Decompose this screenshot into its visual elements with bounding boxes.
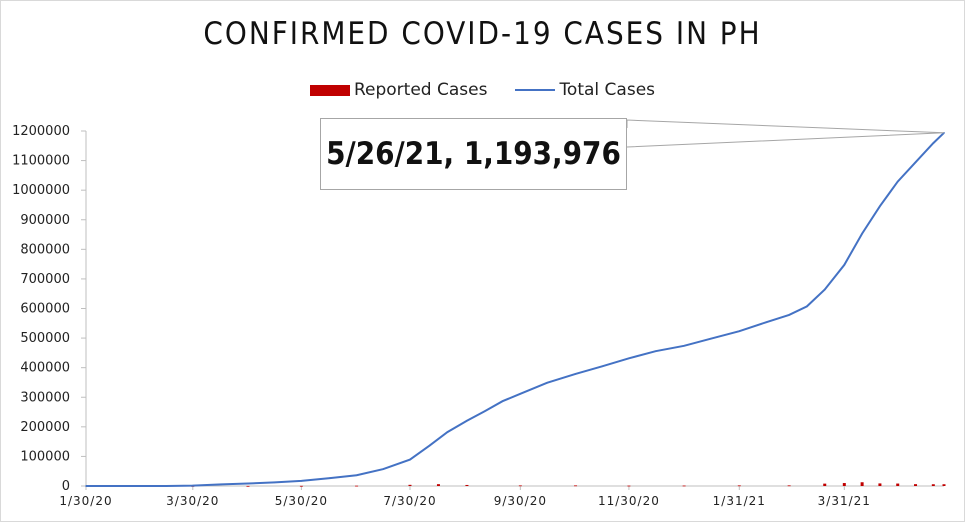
- total-cases-line: [86, 132, 945, 487]
- total-cases-point: [932, 142, 935, 144]
- total-cases-point: [165, 485, 167, 487]
- y-tick-label: 900000: [20, 213, 70, 228]
- total-cases-points: [85, 131, 945, 487]
- x-tick-label: 1/31/21: [713, 494, 766, 508]
- total-cases-point: [355, 474, 358, 477]
- total-cases-point: [806, 305, 808, 308]
- y-tick-label: 100000: [20, 449, 70, 464]
- y-tick-label: 1200000: [12, 124, 70, 139]
- total-cases-point: [601, 365, 604, 368]
- legend-label-reported: Reported Cases: [353, 80, 488, 100]
- total-cases-point: [710, 337, 712, 340]
- y-tick-label: 500000: [20, 331, 70, 346]
- total-cases-point: [823, 288, 826, 291]
- legend-label-total: Total Cases: [559, 80, 656, 100]
- total-cases-point: [628, 357, 630, 360]
- total-cases-point: [466, 419, 468, 422]
- reported-cases-bar: [896, 483, 900, 486]
- reported-cases-bar: [682, 485, 686, 487]
- total-cases-point: [574, 373, 577, 375]
- x-tick-label: 3/31/21: [818, 494, 871, 508]
- total-cases-point: [519, 392, 522, 395]
- total-cases-point: [654, 350, 657, 353]
- legend-swatch-total: [515, 89, 556, 91]
- x-tick-label: 7/30/20: [383, 494, 436, 508]
- total-cases-point: [85, 485, 87, 487]
- data-callout-label: 5/26/21, 1,193,976: [320, 118, 627, 190]
- total-cases-point: [501, 400, 504, 402]
- total-cases-point: [483, 410, 486, 412]
- total-cases-point: [300, 480, 303, 482]
- total-cases-point: [428, 444, 431, 447]
- reported-cases-bar: [942, 484, 946, 486]
- callout-leader-line: [626, 119, 945, 148]
- reported-cases-bar: [246, 485, 250, 487]
- y-tick-label: 600000: [20, 302, 70, 317]
- reported-cases-bar: [408, 484, 412, 486]
- total-cases-point: [192, 484, 194, 487]
- total-cases-point: [220, 483, 223, 486]
- y-tick-label: 700000: [20, 272, 70, 287]
- reported-cases-bar: [518, 485, 522, 487]
- total-cases-point: [273, 481, 276, 484]
- legend-swatch-reported: [309, 84, 350, 96]
- reported-cases-bar: [931, 484, 935, 486]
- legend: Reported Cases Total Cases: [0, 80, 965, 100]
- reported-cases-bars: [191, 482, 946, 487]
- total-cases-point: [683, 344, 685, 347]
- total-cases-point: [738, 330, 741, 332]
- reported-cases-bar: [914, 484, 918, 486]
- total-cases-point: [446, 431, 449, 433]
- y-tick-label: 400000: [20, 361, 70, 376]
- reported-cases-bar: [823, 483, 827, 486]
- chart-title: CONFIRMED COVID-19 CASES IN PH: [203, 16, 762, 52]
- total-cases-point: [896, 180, 899, 183]
- total-cases-point: [843, 264, 846, 266]
- total-cases-point: [546, 382, 548, 384]
- reported-cases-bar: [299, 485, 303, 487]
- y-axis: 0 100000 200000 300000 400000 500000 600000 700…: [12, 124, 87, 494]
- reported-cases-bar: [878, 483, 882, 486]
- reported-cases-bar: [842, 483, 846, 486]
- total-cases-point: [879, 205, 881, 208]
- reported-cases-bar: [355, 485, 359, 487]
- x-tick-label: 3/30/20: [166, 494, 219, 508]
- x-tick-label: 11/30/20: [598, 494, 660, 508]
- reported-cases-bar: [737, 485, 741, 487]
- legend-item-reported: Reported Cases: [309, 80, 488, 100]
- y-tick-label: 800000: [20, 242, 70, 257]
- total-cases-point: [788, 314, 790, 316]
- y-tick-label: 1000000: [12, 183, 70, 198]
- total-cases-point: [409, 458, 411, 461]
- reported-cases-bar: [436, 484, 440, 486]
- total-cases-point: [765, 321, 767, 324]
- total-cases-point: [861, 232, 863, 235]
- legend-item-total: Total Cases: [515, 80, 655, 100]
- y-tick-label: 200000: [20, 420, 70, 435]
- total-cases-point: [382, 468, 385, 470]
- total-cases-point: [247, 482, 249, 485]
- y-tick-label: 300000: [20, 390, 70, 405]
- reported-cases-bar: [787, 485, 791, 487]
- reported-cases-bar: [574, 485, 578, 487]
- total-cases-point: [914, 161, 917, 164]
- x-tick-label: 5/30/20: [275, 494, 328, 508]
- reported-cases-bar: [627, 485, 631, 487]
- reported-cases-bar: [860, 482, 864, 486]
- x-tick-label: 9/30/20: [494, 494, 547, 508]
- x-tick-label: 1/30/20: [59, 494, 112, 508]
- y-tick-label: 1100000: [12, 154, 70, 169]
- total-cases-point: [329, 477, 331, 479]
- reported-cases-bar: [465, 484, 469, 486]
- y-tick-label: 0: [62, 479, 70, 494]
- x-axis: 1/30/20 3/30/20 5/30/20 7/30/20 9/30/20 11/30…: [59, 485, 944, 508]
